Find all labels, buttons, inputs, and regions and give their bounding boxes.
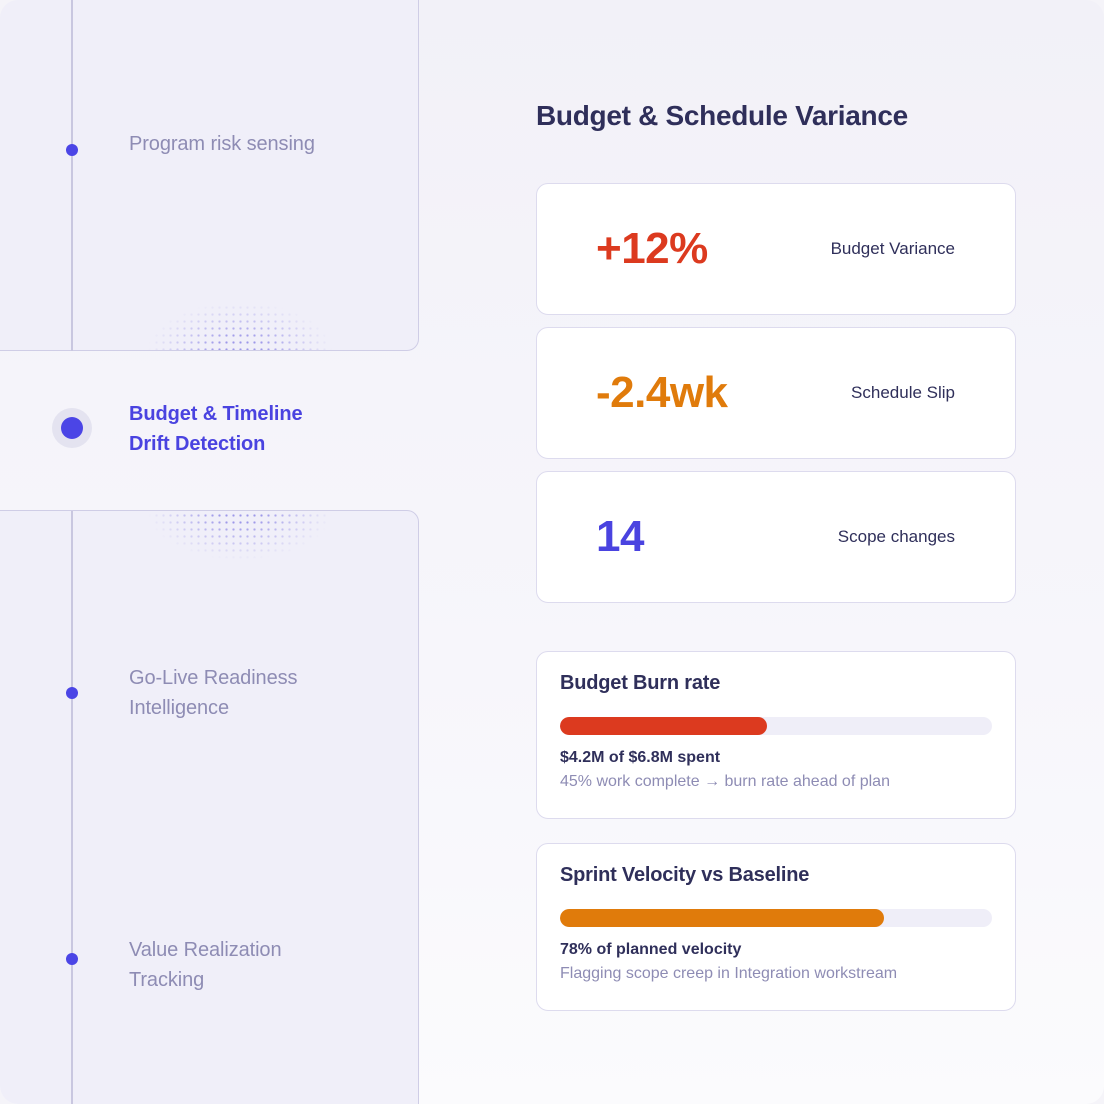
dot-pattern-decoration (125, 512, 355, 572)
metric-value: -2.4wk (596, 368, 728, 417)
progress-bar-track (560, 909, 992, 927)
timeline-dot-icon (66, 953, 78, 965)
progress-sub-text: Flagging scope creep in Integration work… (560, 965, 898, 982)
progress-card-sprint-velocity: Sprint Velocity vs Baseline 78% of plann… (536, 843, 1016, 1011)
metric-card-budget-variance: +12% Budget Variance (536, 183, 1016, 315)
timeline-label-line2: Drift Detection (129, 433, 266, 455)
timeline-label: Value Realization Tracking (129, 935, 282, 995)
metric-value: 14 (596, 512, 644, 561)
timeline-label-line1: Go-Live Readiness (129, 667, 298, 689)
progress-main-text: 78% of planned velocity (560, 941, 742, 958)
metric-label: Schedule Slip (851, 383, 955, 402)
timeline-label-line1: Value Realization (129, 939, 282, 961)
dot-pattern-decoration (125, 290, 355, 350)
progress-main-text: $4.2M of $6.8M spent (560, 749, 721, 766)
metric-value: +12% (596, 224, 708, 273)
timeline-line (71, 511, 73, 1104)
timeline-panel-bottom (0, 510, 419, 1104)
metric-card-scope-changes: 14 Scope changes (536, 471, 1016, 603)
timeline-label-line1: Budget & Timeline (129, 403, 303, 425)
timeline-dot-icon (66, 144, 78, 156)
progress-bar-track (560, 717, 992, 735)
progress-card-budget-burn: Budget Burn rate $4.2M of $6.8M spent 45… (536, 651, 1016, 819)
metric-label: Scope changes (837, 527, 955, 546)
progress-title: Sprint Velocity vs Baseline (560, 864, 810, 886)
timeline-label: Program risk sensing (129, 133, 315, 155)
progress-bar-fill (560, 717, 768, 735)
timeline-dot-icon (66, 687, 78, 699)
progress-bar-fill (560, 909, 884, 927)
timeline-line (71, 0, 73, 351)
timeline-label-line2: Tracking (129, 969, 205, 991)
section-title: Budget & Schedule Variance (536, 100, 908, 131)
progress-sub-text: 45% work complete → burn rate ahead of p… (560, 773, 890, 790)
timeline-label: Budget & Timeline Drift Detection (129, 399, 303, 459)
timeline-label-line2: Intelligence (129, 697, 229, 719)
metric-card-schedule-slip: -2.4wk Schedule Slip (536, 327, 1016, 459)
progress-title: Budget Burn rate (560, 672, 721, 694)
timeline-label: Go-Live Readiness Intelligence (129, 663, 297, 723)
active-dot-icon (61, 417, 83, 439)
metric-label: Budget Variance (830, 239, 955, 258)
